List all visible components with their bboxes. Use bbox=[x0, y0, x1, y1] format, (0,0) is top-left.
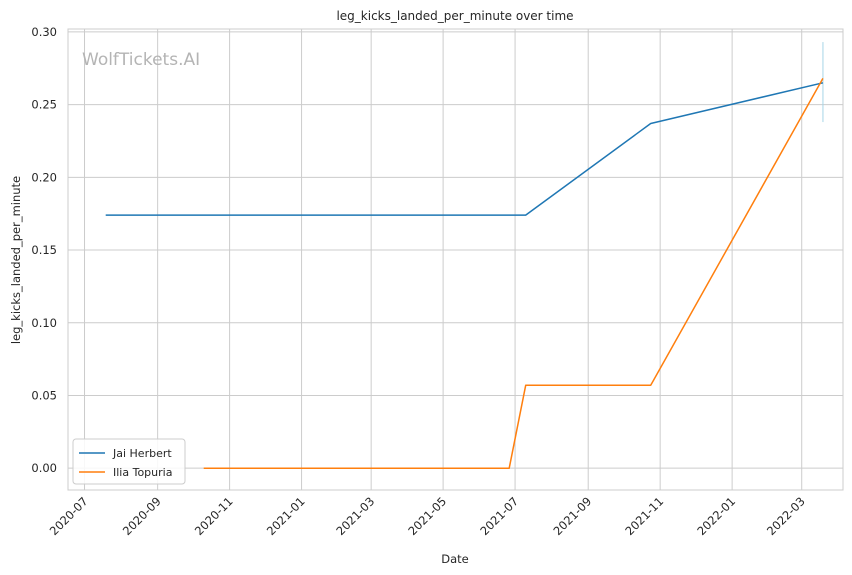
x-tick-label: 2021-09 bbox=[550, 494, 594, 538]
x-tick-label: 2020-07 bbox=[47, 494, 91, 538]
x-tick-labels: 2020-07 2020-09 2020-11 2021-01 2021-03 2021-… bbox=[47, 494, 808, 538]
legend: Jai Herbert Ilia Topuria bbox=[72, 438, 186, 485]
x-tick-label: 2022-01 bbox=[694, 494, 738, 538]
x-tick-label: 2021-01 bbox=[264, 494, 308, 538]
x-tick-label: 2022-03 bbox=[764, 494, 808, 538]
legend-label-ilia-topuria: Ilia Topuria bbox=[113, 466, 172, 479]
watermark: WolfTickets.AI bbox=[82, 50, 200, 70]
x-tick-label: 2021-11 bbox=[622, 494, 666, 538]
plot-area bbox=[67, 28, 844, 491]
y-tick-label: 0.10 bbox=[31, 316, 57, 330]
series-line-ilia-topuria bbox=[203, 78, 824, 469]
y-tick-label: 0.20 bbox=[31, 170, 57, 184]
x-tick-label: 2021-07 bbox=[477, 494, 521, 538]
y-tick-label: 0.30 bbox=[31, 25, 57, 39]
y-tick-label: 0.05 bbox=[31, 388, 57, 402]
legend-label-jai-herbert: Jai Herbert bbox=[112, 447, 172, 460]
x-tick-label: 2021-03 bbox=[333, 494, 377, 538]
series-line-jai-herbert bbox=[105, 82, 824, 216]
y-tick-label: 0.00 bbox=[31, 461, 57, 475]
x-tick-label: 2020-09 bbox=[120, 494, 164, 538]
y-axis-title: leg_kicks_landed_per_minute bbox=[9, 176, 23, 344]
y-gridlines bbox=[68, 31, 843, 469]
x-tick-label: 2021-05 bbox=[405, 494, 449, 538]
y-tick-label: 0.25 bbox=[31, 98, 57, 112]
x-axis-title: Date bbox=[441, 552, 469, 566]
chart-title: leg_kicks_landed_per_minute over time bbox=[336, 9, 573, 23]
x-tick-label: 2020-11 bbox=[192, 494, 236, 538]
series-layer bbox=[105, 42, 824, 469]
y-tick-labels: 0.00 0.05 0.10 0.15 0.20 0.25 0.30 bbox=[31, 25, 57, 475]
x-gridlines bbox=[84, 29, 803, 490]
y-tick-label: 0.15 bbox=[31, 243, 57, 257]
